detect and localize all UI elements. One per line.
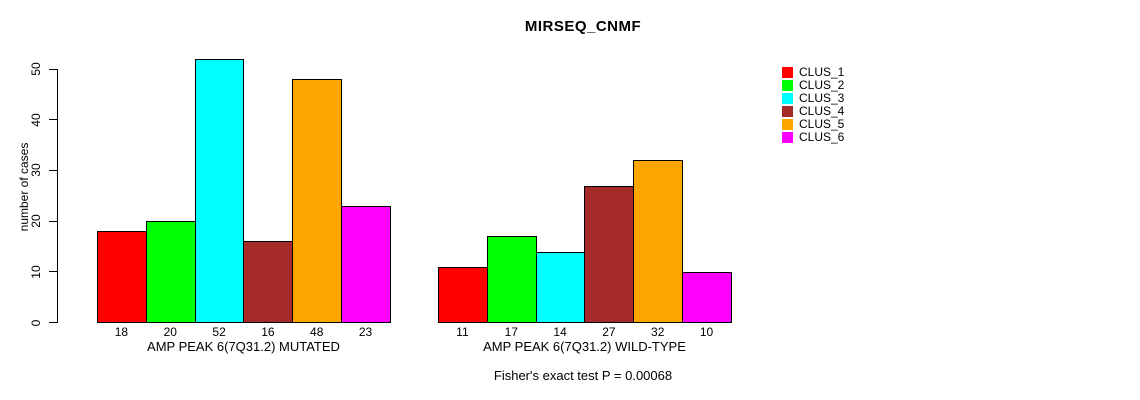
y-axis-tick	[49, 119, 57, 121]
legend-swatch-clus-4	[782, 106, 793, 117]
bar-value-label: 52	[212, 325, 226, 339]
legend-swatch-clus-1	[782, 67, 793, 78]
bar-value-label: 10	[699, 325, 714, 339]
y-axis-tick	[49, 68, 57, 70]
bar-value-label: 27	[602, 325, 616, 339]
bar-value-label: 48	[310, 325, 324, 339]
bar-clus-4-group-2	[584, 185, 635, 323]
y-axis-tick-label: 40	[29, 113, 43, 127]
y-axis-tick-label: 20	[29, 214, 43, 228]
bar-clus-2-group-1	[145, 221, 196, 323]
legend-swatch-clus-2	[782, 80, 793, 91]
bar-clus-6-group-2	[682, 271, 732, 323]
x-axis-group-label: AMP PEAK 6(7Q31.2) WILD-TYPE	[483, 339, 686, 354]
legend-swatch-clus-6	[782, 132, 793, 143]
legend-label: CLUS_3	[799, 91, 845, 105]
y-axis-line	[57, 69, 58, 323]
y-axis-tick-label: 10	[29, 265, 43, 279]
legend: CLUS_1 CLUS_2 CLUS_3 CLUS_4 CLUS_5 CLUS_6	[782, 66, 844, 144]
legend-swatch-clus-5	[782, 119, 793, 130]
bar-value-label: 20	[163, 325, 177, 339]
legend-label: CLUS_4	[799, 104, 845, 118]
y-axis-tick	[49, 271, 57, 273]
bar-clus-1-group-1	[97, 231, 147, 323]
legend-label: CLUS_6	[799, 130, 845, 144]
bar-clus-3-group-2	[535, 251, 586, 323]
bar-value-label: 23	[358, 325, 373, 339]
bar-clus-1-group-2	[438, 266, 488, 323]
annotation-caption: Fisher's exact test P = 0.00068	[493, 368, 673, 383]
bar-clus-5-group-2	[633, 160, 684, 323]
bar-value-label: 16	[261, 325, 275, 339]
x-axis-group-label: AMP PEAK 6(7Q31.2) MUTATED	[147, 339, 340, 354]
legend-item: CLUS_4	[782, 105, 844, 118]
y-axis-tick-label: 50	[29, 62, 43, 76]
chart-title: MIRSEQ_CNMF	[524, 18, 642, 35]
y-axis-tick	[49, 220, 57, 222]
bar-value-label: 18	[114, 325, 129, 339]
y-axis-tick	[49, 322, 57, 323]
legend-label: CLUS_5	[799, 117, 845, 131]
y-axis-tick-label: 30	[29, 163, 43, 178]
bar-value-label: 17	[504, 325, 518, 339]
bar-clus-6-group-1	[341, 205, 391, 323]
legend-item: CLUS_5	[782, 118, 844, 131]
y-axis-tick	[49, 169, 57, 171]
bar-clus-2-group-2	[486, 236, 537, 323]
legend-label: CLUS_2	[799, 78, 845, 92]
y-axis-tick-label: 0	[29, 319, 43, 326]
legend-item: CLUS_3	[782, 92, 844, 105]
bar-clus-5-group-1	[292, 79, 343, 323]
legend-label: CLUS_1	[799, 65, 845, 79]
bar-value-label: 14	[553, 325, 567, 339]
legend-item: CLUS_2	[782, 79, 844, 92]
bar-value-label: 32	[651, 325, 665, 339]
legend-item: CLUS_6	[782, 131, 844, 144]
legend-item: CLUS_1	[782, 66, 844, 79]
bar-clus-4-group-1	[243, 241, 294, 323]
bar-value-label: 11	[456, 325, 469, 339]
bar-clus-3-group-1	[194, 58, 245, 323]
legend-swatch-clus-3	[782, 93, 793, 104]
